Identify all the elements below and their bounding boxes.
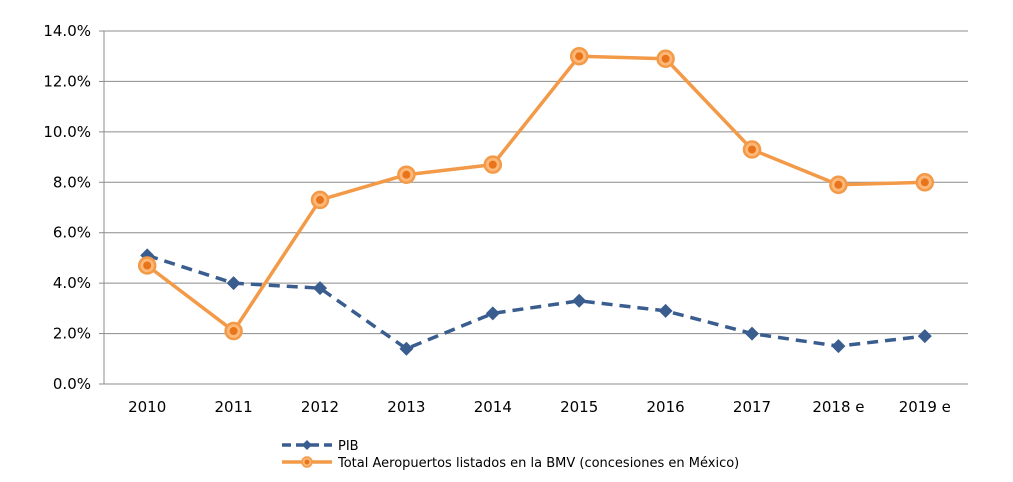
series-group <box>137 46 935 356</box>
x-tick-label: 2013 <box>387 398 425 416</box>
aeropuertos-point-core <box>304 459 310 465</box>
pib-point <box>485 306 500 321</box>
pib-point <box>917 329 932 344</box>
aeropuertos-point-core <box>920 178 929 187</box>
y-tick-label: 2.0% <box>53 325 91 343</box>
pib-point <box>745 326 759 341</box>
gridlines <box>104 30 968 335</box>
legend-item-pib: PIB <box>282 439 359 454</box>
legend: PIB Total Aeropuertos listados en la BMV … <box>282 439 739 471</box>
aeropuertos-point-core <box>316 195 324 204</box>
x-tick-label: 2016 <box>647 398 685 416</box>
pib-line <box>146 253 926 351</box>
x-tick-label: 2015 <box>560 398 598 416</box>
y-axis-tick-labels: 0.0% 2.0% 4.0% 6.0% 8.0% 10.0% 12.0% 14.0% <box>43 22 91 393</box>
legend-label: PIB <box>338 439 359 454</box>
y-tick-label: 0.0% <box>53 375 91 393</box>
aeropuertos-point-core <box>748 145 756 154</box>
legend-label: Total Aeropuertos listados en la BMV (co… <box>337 456 739 471</box>
pib-point <box>302 440 312 450</box>
pib-point <box>658 303 673 318</box>
aeropuertos-point-core <box>402 170 411 179</box>
aeropuertos-line <box>145 54 927 333</box>
y-tick-label: 10.0% <box>43 123 91 141</box>
x-tick-label: 2019 e <box>899 398 951 416</box>
aeropuertos-point-core <box>661 54 670 63</box>
y-tick-label: 12.0% <box>43 72 91 90</box>
y-tick-label: 8.0% <box>53 173 91 191</box>
x-tick-label: 2010 <box>128 398 166 416</box>
aeropuertos-point-core <box>229 327 238 336</box>
x-tick-label: 2014 <box>474 398 512 416</box>
pib-point <box>313 281 327 296</box>
x-tick-label: 2012 <box>301 398 339 416</box>
pib-point <box>399 341 414 356</box>
x-tick-label: 2018 e <box>812 398 864 416</box>
y-tick-label: 4.0% <box>53 274 91 292</box>
pib-point <box>226 276 241 291</box>
aeropuertos-point-core <box>143 261 152 270</box>
aeropuertos-point-core <box>834 180 843 189</box>
series-pib <box>140 248 932 356</box>
x-tick-label: 2011 <box>215 398 253 416</box>
y-tick-label: 6.0% <box>53 224 91 242</box>
series-aeropuertos <box>137 46 935 341</box>
x-axis-tick-labels: 2010 2011 2012 2013 2014 2015 2016 2017 2018 e 20… <box>128 398 951 416</box>
axes <box>99 30 968 385</box>
legend-item-aeropuertos: Total Aeropuertos listados en la BMV (co… <box>282 456 739 471</box>
pib-point <box>831 339 846 354</box>
pib-point <box>572 293 587 308</box>
aeropuertos-point-core <box>488 160 497 169</box>
y-tick-label: 14.0% <box>43 22 91 40</box>
aeropuertos-point-core <box>575 52 584 61</box>
x-tick-label: 2017 <box>733 398 771 416</box>
